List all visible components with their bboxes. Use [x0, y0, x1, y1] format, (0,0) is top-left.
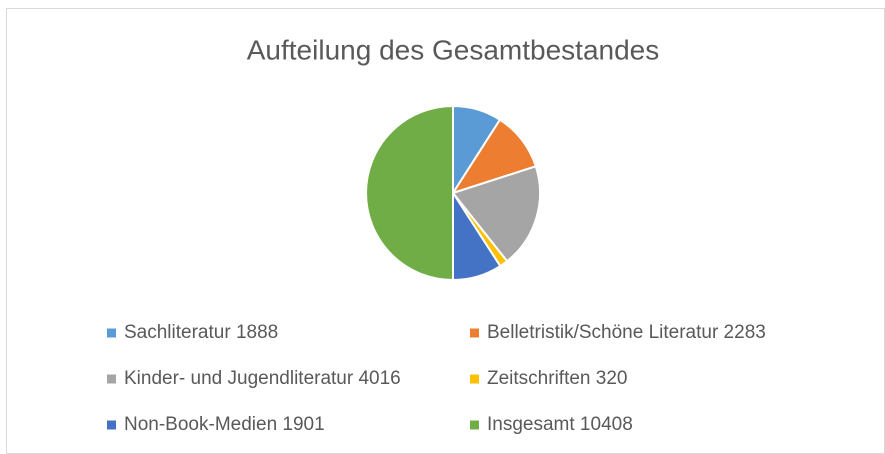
legend-swatch	[470, 420, 479, 430]
legend-swatch	[107, 420, 116, 430]
pie-slice	[451, 165, 541, 263]
legend-label: Non-Book-Medien 1901	[124, 414, 325, 435]
legend-label: Sachliteratur 1888	[124, 322, 278, 343]
legend-label: Zeitschriften 320	[487, 368, 627, 389]
legend-swatch	[470, 374, 479, 384]
legend-label: Belletristik/Schöne Literatur 2283	[487, 322, 766, 343]
legend-swatch	[107, 374, 116, 384]
chart-title: Aufteilung des Gesamtbestandes	[247, 34, 659, 65]
legend-label: Insgesamt 10408	[487, 414, 633, 435]
legend-swatch	[107, 328, 116, 338]
legend-label: Kinder- und Jugendliteratur 4016	[124, 368, 401, 389]
pie-slice	[365, 104, 454, 282]
legend-swatch	[470, 328, 479, 338]
